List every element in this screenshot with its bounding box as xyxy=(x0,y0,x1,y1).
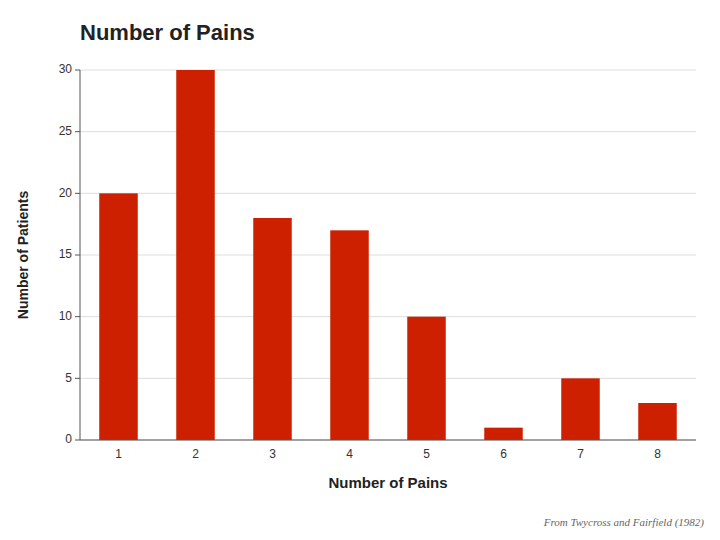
y-tick-label: 0 xyxy=(65,432,72,446)
y-axis-line xyxy=(80,70,81,440)
bar xyxy=(484,428,523,440)
title: Number of Pains xyxy=(80,20,255,45)
y-tick xyxy=(75,378,80,379)
bar xyxy=(176,70,215,440)
x-tick-label: 4 xyxy=(346,447,353,461)
bar xyxy=(561,378,600,440)
bars xyxy=(99,70,677,440)
grid-line xyxy=(80,131,696,132)
chart-svg: 0 5 10 15 20 25 30 1 2 3 4 5 6 7 8 Number of Pains Numbe… xyxy=(0,0,720,540)
y-tick xyxy=(75,440,80,441)
y-tick xyxy=(75,131,80,132)
y-axis: 0 5 10 15 20 25 30 xyxy=(59,62,80,446)
grid-line xyxy=(80,316,696,317)
grid-line xyxy=(80,440,696,441)
x-tick-label: 7 xyxy=(577,447,584,461)
y-tick xyxy=(75,316,80,317)
bar xyxy=(638,403,677,440)
x-axis-line xyxy=(80,440,696,441)
grid-line xyxy=(80,193,696,194)
y-tick-label: 20 xyxy=(59,186,73,200)
y-tick xyxy=(75,193,80,194)
x-tick-label: 3 xyxy=(269,447,276,461)
y-tick xyxy=(75,255,80,256)
bar xyxy=(407,317,446,440)
y-tick-label: 10 xyxy=(59,309,73,323)
y-tick-label: 15 xyxy=(59,247,73,261)
x-axis: 1 2 3 4 5 6 7 8 xyxy=(80,440,696,461)
chart-container: 0 5 10 15 20 25 30 1 2 3 4 5 6 7 8 Number of Pains Numbe… xyxy=(0,0,720,540)
grid-line xyxy=(80,378,696,379)
grid xyxy=(80,70,696,440)
x-tick-label: 8 xyxy=(654,447,661,461)
grid-line xyxy=(80,70,696,71)
y-tick-label: 30 xyxy=(59,62,73,76)
y-axis-label: Number of Patients xyxy=(15,191,31,320)
x-axis-label: Number of Pains xyxy=(328,474,447,491)
x-tick-label: 6 xyxy=(500,447,507,461)
x-tick-label: 2 xyxy=(192,447,199,461)
y-tick-label: 5 xyxy=(65,371,72,385)
y-tick-label: 25 xyxy=(59,124,73,138)
annotation: From Twycross and Fairfield (1982) xyxy=(543,516,705,529)
x-tick-label: 1 xyxy=(115,447,122,461)
y-tick xyxy=(75,70,80,71)
x-tick-label: 5 xyxy=(423,447,430,461)
bar xyxy=(330,230,369,440)
bar xyxy=(253,218,292,440)
bar xyxy=(99,193,138,440)
grid-line xyxy=(80,255,696,256)
